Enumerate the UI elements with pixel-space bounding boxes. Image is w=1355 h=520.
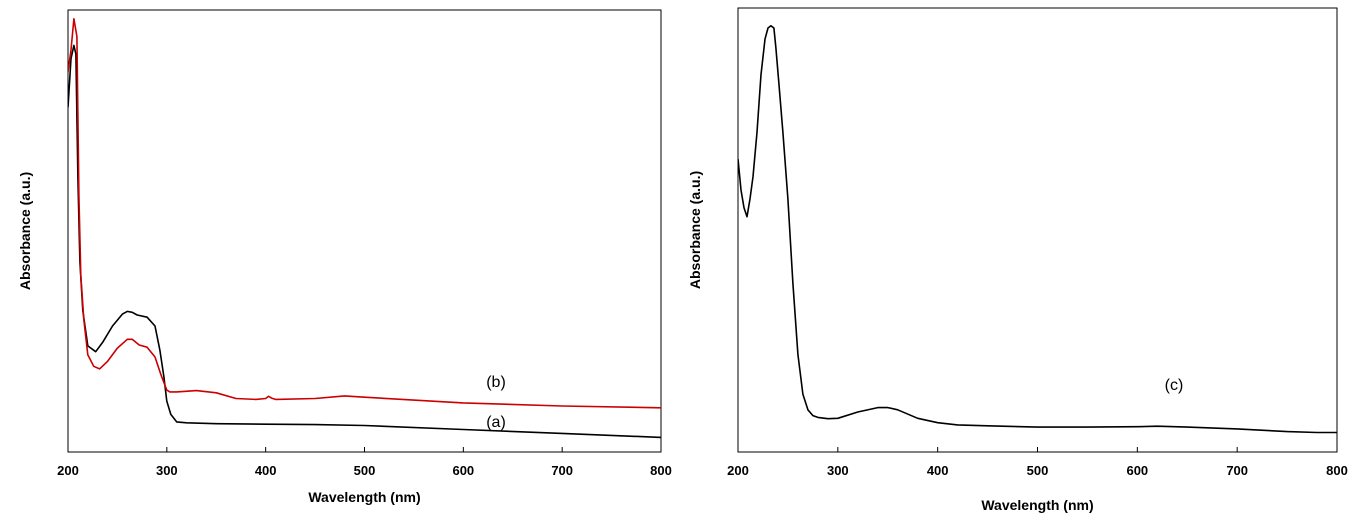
- x-tick-label: 700: [551, 463, 573, 478]
- x-tick-label: 600: [1126, 463, 1148, 478]
- x-tick-label: 700: [1226, 463, 1248, 478]
- x-tick-label: 500: [354, 463, 376, 478]
- x-tick-label: 800: [1326, 463, 1348, 478]
- x-tick-label: 400: [255, 463, 277, 478]
- series-line-c: [738, 25, 1337, 434]
- x-tick-label: 500: [1027, 463, 1049, 478]
- plot-frame: [737, 7, 1338, 453]
- y-axis-title: Absorbance (a.u.): [687, 171, 703, 289]
- x-tick-label: 200: [57, 463, 79, 478]
- plot-frame: [67, 9, 662, 453]
- x-tick-label: 200: [727, 463, 749, 478]
- x-axis-title: Wavelength (nm): [981, 497, 1093, 513]
- chart-2: 200 300 400 500 600 700 800 Wavelength (nm) Abso…: [687, 7, 1348, 513]
- x-tick-label: 800: [650, 463, 672, 478]
- x-tick-label: 400: [927, 463, 949, 478]
- x-tick-label: 300: [156, 463, 178, 478]
- x-tick-label: 300: [827, 463, 849, 478]
- series-line-a: [68, 44, 661, 439]
- x-tick-label: 600: [452, 463, 474, 478]
- chart-1: 200 300 400 500 600 700 800 Wavelength (nm) Abso…: [17, 9, 672, 505]
- curve-label: (c): [1165, 377, 1184, 394]
- series-line-b: [68, 18, 661, 409]
- curve-label: (b): [486, 374, 506, 391]
- curve-label: (a): [486, 414, 506, 431]
- x-axis-title: Wavelength (nm): [308, 489, 420, 505]
- y-axis-title: Absorbance (a.u.): [17, 172, 33, 290]
